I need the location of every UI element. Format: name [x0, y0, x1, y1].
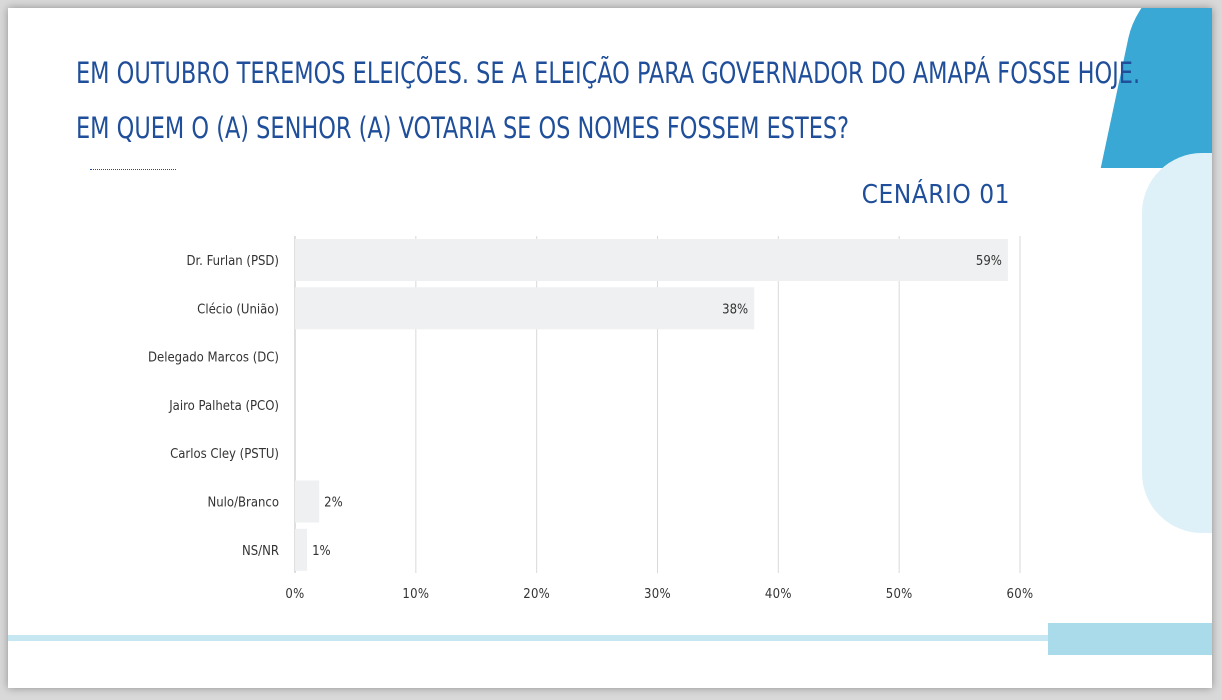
x-tick-label: 40%	[765, 587, 792, 602]
x-tick-label: 60%	[1007, 587, 1034, 602]
category-label: Delegado Marcos (DC)	[148, 351, 279, 366]
footer-line	[8, 635, 1148, 641]
x-tick-label: 10%	[402, 587, 429, 602]
bar	[295, 480, 320, 523]
x-tick-label: 30%	[644, 587, 671, 602]
bar	[295, 239, 1008, 281]
question-title: EM OUTUBRO TEREMOS ELEIÇÕES. SE A ELEIÇÃ…	[76, 46, 1141, 156]
x-tick-label: 50%	[886, 587, 913, 602]
footer-accent-box	[1048, 623, 1212, 655]
data-label: 2%	[324, 496, 343, 511]
data-label: 1%	[312, 544, 331, 559]
title-underline	[90, 169, 176, 170]
category-label: NS/NR	[242, 544, 279, 559]
category-label: Nulo/Branco	[208, 496, 280, 511]
x-tick-label: 20%	[523, 587, 550, 602]
category-label: Jairo Palheta (PCO)	[168, 399, 279, 414]
category-label: Carlos Cley (PSTU)	[170, 447, 279, 462]
category-label: Dr. Furlan (PSD)	[187, 254, 279, 269]
bar	[295, 287, 755, 330]
scenario-label: CENÁRIO 01	[861, 180, 1010, 210]
question-title-line-2: EM QUEM O (A) SENHOR (A) VOTARIA SE OS N…	[76, 111, 850, 145]
bar-chart: 0% 10% 20% 30% 40% 50% 60% Dr. Furlan (PSD) 59% C…	[148, 236, 1033, 602]
data-label: 38%	[722, 302, 748, 317]
chart-gridlines	[294, 236, 1021, 573]
slide: EM OUTUBRO TEREMOS ELEIÇÕES. SE A ELEIÇÃ…	[8, 8, 1212, 688]
question-title-line-1: EM OUTUBRO TEREMOS ELEIÇÕES. SE A ELEIÇÃ…	[76, 56, 1141, 90]
decorative-side-shape	[1142, 153, 1212, 533]
bar	[295, 528, 308, 571]
chart-labels: 0% 10% 20% 30% 40% 50% 60% Dr. Furlan (PSD) 59% C…	[148, 254, 1033, 602]
category-label: Clécio (União)	[197, 302, 279, 317]
chart-bars	[295, 239, 1008, 571]
data-label: 59%	[976, 254, 1002, 269]
x-tick-label: 0%	[285, 587, 304, 602]
